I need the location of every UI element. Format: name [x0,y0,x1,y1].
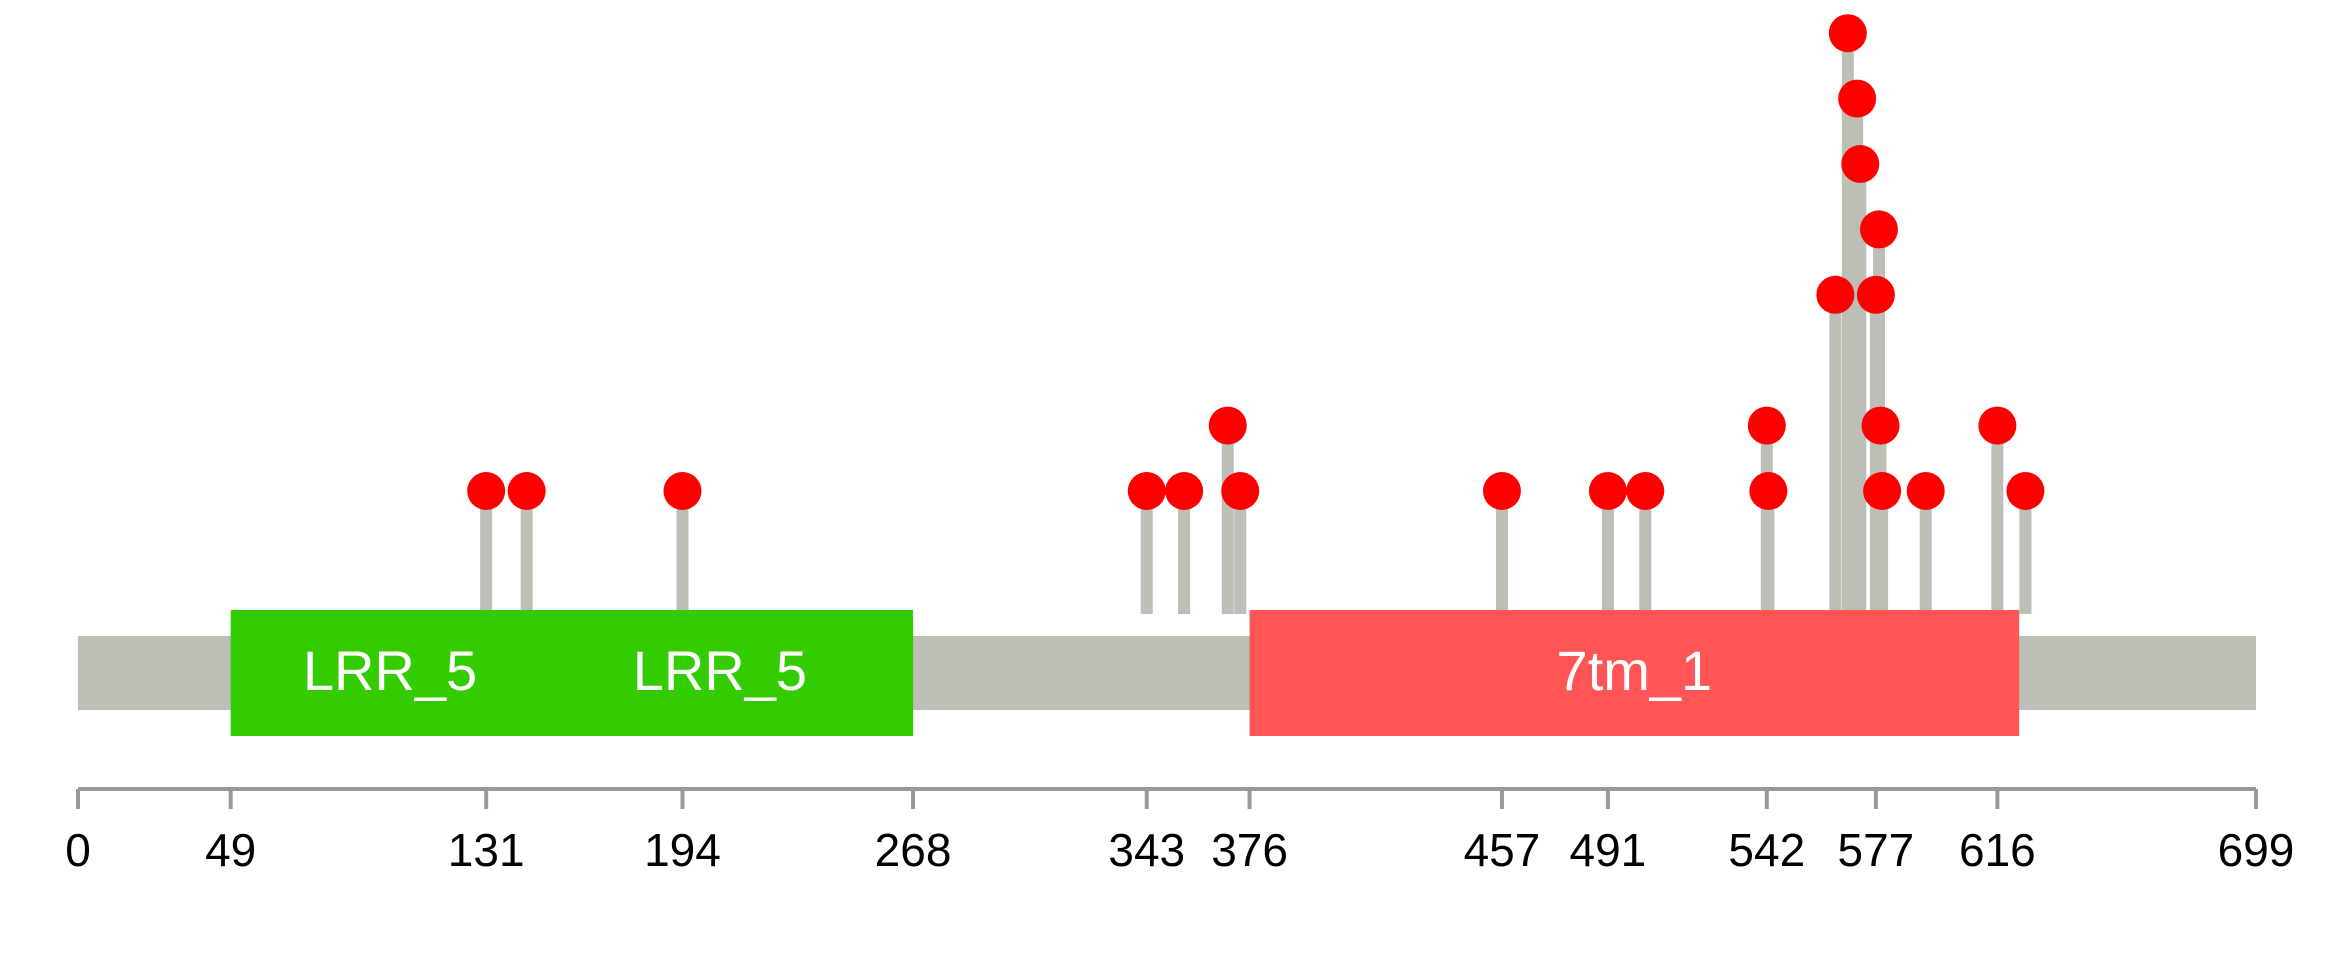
mutation-stem [1854,164,1867,614]
mutation-dot [663,472,702,510]
mutation-dot [1861,406,1900,445]
mutation-dot [2006,472,2045,510]
mutation-dot [1856,275,1895,314]
mutation-dot [1906,472,1945,510]
mutation-stem [1876,491,1889,614]
tick-label: 376 [1211,824,1288,876]
domain-box [526,610,914,736]
domain-label: LRR_5 [303,639,477,702]
x-axis: 0 49 131 194 268 343 376 457 491 542 577 616 699 [65,787,2295,876]
mutation-dot [1859,210,1898,249]
mutation-dot [1978,406,2017,445]
mutation-dot [507,472,546,510]
tick-label: 491 [1570,824,1647,876]
tick-label: 0 [65,824,91,876]
domain-box [1249,610,2020,736]
mutation-dot [1588,472,1627,510]
tick-label: 49 [205,824,256,876]
mutation-stem [1495,491,1508,614]
tick-label: 343 [1108,824,1185,876]
mutation-dot [1828,14,1867,53]
mutation-stem [1829,294,1842,614]
mutation-dot [1221,472,1260,510]
mutation-dot [1208,406,1247,445]
mutation-dot [1749,472,1788,510]
mutation-stem [1221,425,1234,614]
mutation-stem [1762,491,1775,614]
mutation-stem [1178,491,1191,614]
domain-label: 7tm_1 [1557,639,1713,702]
mutation-stem [2019,491,2032,614]
tick-label: 457 [1464,824,1541,876]
mutation-stem [1140,491,1153,614]
mutation-stem [1601,491,1614,614]
mutation-dot [1838,79,1877,118]
mutation-dots [467,14,2045,510]
mutation-dot [1482,472,1521,510]
tick-label: 577 [1837,824,1914,876]
mutation-dot [1747,406,1786,445]
tick-label: 268 [875,824,952,876]
mutation-dot [1165,472,1204,510]
mutation-stems [480,33,2032,615]
protein-domains: LRR_5 LRR_5 7tm_1 [230,610,2020,736]
mutation-stem [1919,491,1932,614]
domain-box [230,610,546,736]
mutation-dot [1626,472,1665,510]
mutation-dot [467,472,506,510]
tick-label: 699 [2218,824,2295,876]
tick-label: 616 [1959,824,2036,876]
mutation-stem [520,491,533,614]
mutation-dot [1841,145,1880,183]
mutation-stem [1234,491,1247,614]
mutation-dot [1816,275,1855,314]
mutation-stem [676,491,689,614]
mutation-stem [1639,491,1652,614]
tick-label: 131 [448,824,525,876]
tick-label: 194 [644,824,721,876]
mutation-stem [1991,425,2004,614]
mutation-dot [1863,472,1902,510]
mutation-stem [480,491,493,614]
mutation-dot [1127,472,1166,510]
domain-label: LRR_5 [633,639,807,702]
tick-label: 542 [1728,824,1805,876]
